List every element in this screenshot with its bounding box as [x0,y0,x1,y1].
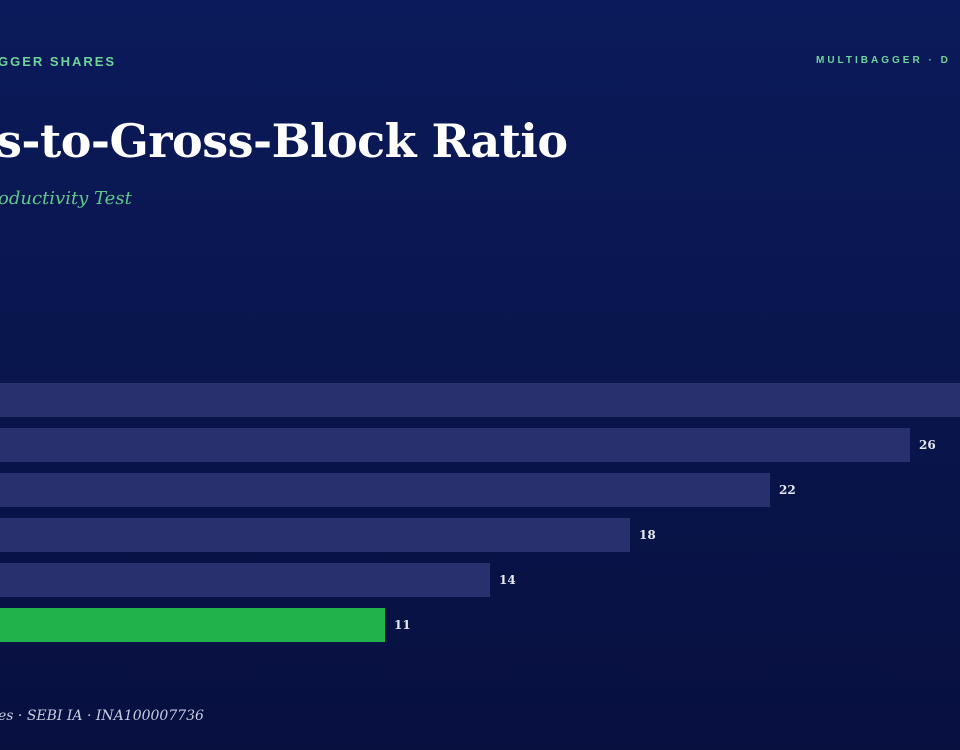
bar-value-label: 26 [919,438,936,452]
page-title: s-to-Gross-Block Ratio [0,114,568,168]
bar-value-label: 22 [779,483,796,497]
brand-label: GGER SHARES [0,54,117,69]
bar [0,518,630,552]
bar [0,563,490,597]
bar-value-label: 14 [499,573,516,587]
bar-value-label: 11 [394,618,411,632]
bar [0,473,770,507]
highlight-bar [0,608,385,642]
bar-value-label: 18 [639,528,656,542]
bar [0,383,960,417]
bar [0,428,910,462]
page-subtitle: oductivity Test [0,188,132,209]
footer-disclaimer: es · SEBI IA · INA100007736 [0,708,204,724]
series-label: MULTIBAGGER · D [816,55,951,66]
